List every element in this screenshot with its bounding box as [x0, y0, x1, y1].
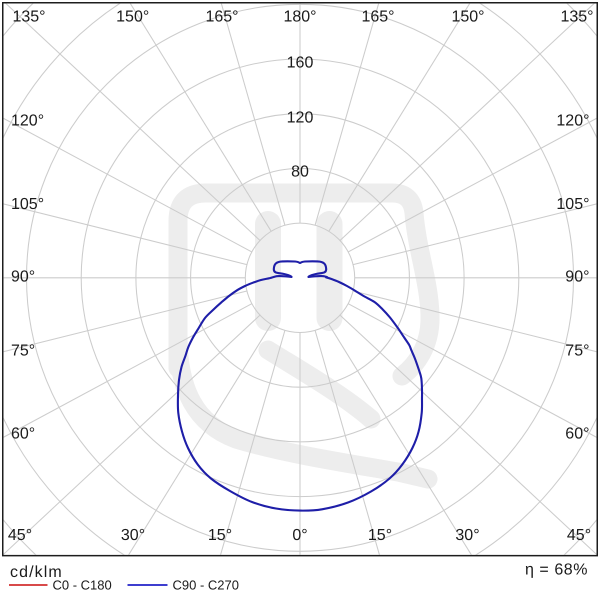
svg-text:C0 - C180: C0 - C180 [53, 578, 112, 593]
svg-text:135°: 135° [12, 9, 45, 26]
svg-text:90°: 90° [565, 269, 589, 286]
svg-text:60°: 60° [565, 426, 589, 443]
svg-text:80: 80 [291, 164, 309, 181]
svg-text:45°: 45° [8, 527, 32, 544]
svg-text:30°: 30° [121, 527, 145, 544]
svg-text:135°: 135° [560, 9, 593, 26]
svg-text:105°: 105° [556, 196, 589, 213]
svg-text:150°: 150° [116, 9, 149, 26]
svg-text:120°: 120° [556, 113, 589, 130]
svg-text:0°: 0° [292, 527, 307, 544]
svg-text:165°: 165° [205, 9, 238, 26]
svg-text:90°: 90° [11, 269, 35, 286]
svg-text:180°: 180° [283, 9, 316, 26]
svg-text:15°: 15° [368, 527, 392, 544]
svg-text:150°: 150° [451, 9, 484, 26]
svg-text:105°: 105° [11, 196, 44, 213]
svg-text:165°: 165° [361, 9, 394, 26]
svg-text:15°: 15° [208, 527, 232, 544]
svg-text:120: 120 [287, 109, 314, 126]
svg-text:η = 68%: η = 68% [525, 562, 588, 579]
svg-text:75°: 75° [11, 343, 35, 360]
svg-text:120°: 120° [11, 113, 44, 130]
svg-text:160: 160 [287, 54, 314, 71]
svg-text:cd/klm: cd/klm [10, 564, 63, 581]
svg-text:60°: 60° [11, 426, 35, 443]
svg-text:30°: 30° [455, 527, 479, 544]
svg-text:C90 - C270: C90 - C270 [173, 578, 239, 593]
svg-text:45°: 45° [567, 527, 591, 544]
svg-text:75°: 75° [565, 343, 589, 360]
